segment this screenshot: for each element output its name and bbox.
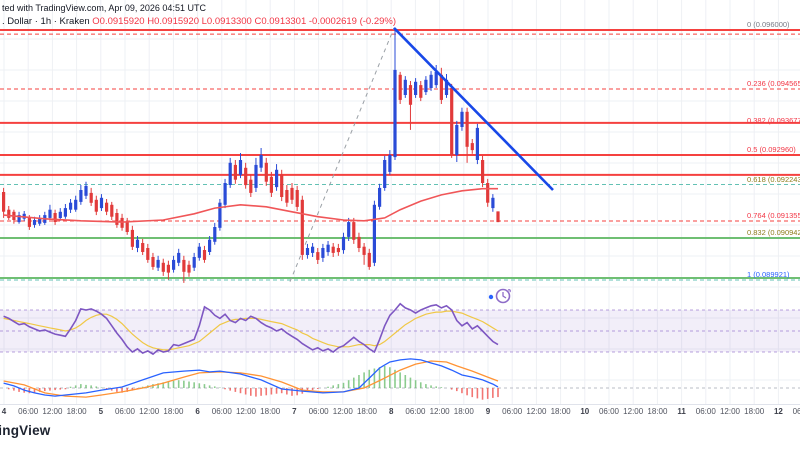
time-axis-label: 12:00 (139, 407, 160, 416)
tradingview-logo[interactable]: TradingView (0, 423, 51, 438)
symbol-description: . Dollar · 1h · Kraken (2, 16, 90, 27)
fib-label-0.618: 0.618 (0.092243) (747, 175, 800, 184)
attribution-text: ted with TradingView.com, Apr 09, 2026 0… (2, 3, 206, 13)
macd-histogram (7, 365, 499, 400)
time-axis-label: 12:00 (719, 407, 741, 416)
macd-line (3, 358, 499, 397)
time-axis-day-label: 12 (773, 407, 783, 416)
fib-label-0.764: 0.764 (0.091355) (747, 211, 800, 220)
time-axis-day-label: 5 (98, 407, 104, 416)
time-axis-label: 12:00 (332, 407, 353, 416)
time-axis-label: 06:00 (308, 407, 329, 416)
time-axis-label: 18:00 (260, 407, 281, 416)
descending-trendline[interactable] (393, 27, 554, 191)
time-axis-day-label: 6 (195, 407, 200, 416)
time-axis-label: 06:00 (405, 407, 426, 416)
fib-label-1: 1 (0.089921) (747, 270, 790, 279)
time-axis-label: 06:00 (114, 407, 136, 416)
time-axis-label: 18:00 (744, 407, 765, 416)
rsi-ma-line (3, 310, 499, 351)
time-axis-label: 12:00 (429, 407, 450, 416)
fib-trend-baseline[interactable] (289, 27, 395, 282)
time-axis-label: 06:00 (18, 407, 39, 416)
fib-label-0: 0 (0.096000) (747, 20, 790, 29)
time-axis-label: 18:00 (550, 407, 571, 416)
fib-label-0.236: 0.236 (0.094565) (747, 79, 800, 88)
symbol-info-bar: . Dollar · 1h · Kraken O0.0915920 H0.091… (2, 16, 396, 27)
time-axis-label: 06:00 (695, 407, 716, 416)
time-axis-label: 06:00 (502, 407, 523, 416)
clock-sticker-icon[interactable] (488, 288, 511, 304)
time-axis-day-label: 10 (580, 407, 590, 416)
time-axis-label: 18:00 (647, 407, 668, 416)
fib-label-0.382: 0.382 (0.093677) (747, 116, 800, 125)
time-axis-label: 06:00 (792, 407, 800, 416)
time-axis-label: 18:00 (356, 407, 378, 416)
time-axis-label: 06:00 (598, 407, 620, 416)
rsi-band (0, 309, 800, 353)
grid (0, 0, 800, 404)
candlesticks (2, 30, 500, 283)
time-axis-day-label: 8 (388, 407, 394, 416)
fib-label-0.832: 0.832 (0.090942) (747, 228, 800, 237)
time-axis-label: 18:00 (163, 407, 184, 416)
time-axis-day-label: 7 (292, 407, 297, 416)
time-axis-label: 06:00 (211, 407, 232, 416)
time-axis-label: 12:00 (235, 407, 257, 416)
horizontal-levels[interactable] (0, 29, 800, 281)
rsi-line (3, 302, 499, 356)
time-axis-day-label: 4 (1, 407, 7, 416)
fib-label-0.5: 0.5 (0.092960) (747, 145, 796, 154)
time-axis-day-label: 9 (485, 407, 491, 416)
ohlc-readout: O0.0915920 H0.0915920 L0.0913300 C0.0913… (92, 16, 397, 27)
time-axis-label: 12:00 (526, 407, 547, 416)
time-axis-label: 12:00 (42, 407, 63, 416)
time-axis-border (0, 404, 800, 405)
time-axis-day-label: 11 (677, 407, 686, 416)
ma-line (3, 187, 498, 223)
time-axis-label: 12:00 (623, 407, 644, 416)
macd-signal-line (3, 360, 499, 398)
time-axis-label: 18:00 (66, 407, 87, 416)
time-axis-label: 18:00 (453, 407, 474, 416)
